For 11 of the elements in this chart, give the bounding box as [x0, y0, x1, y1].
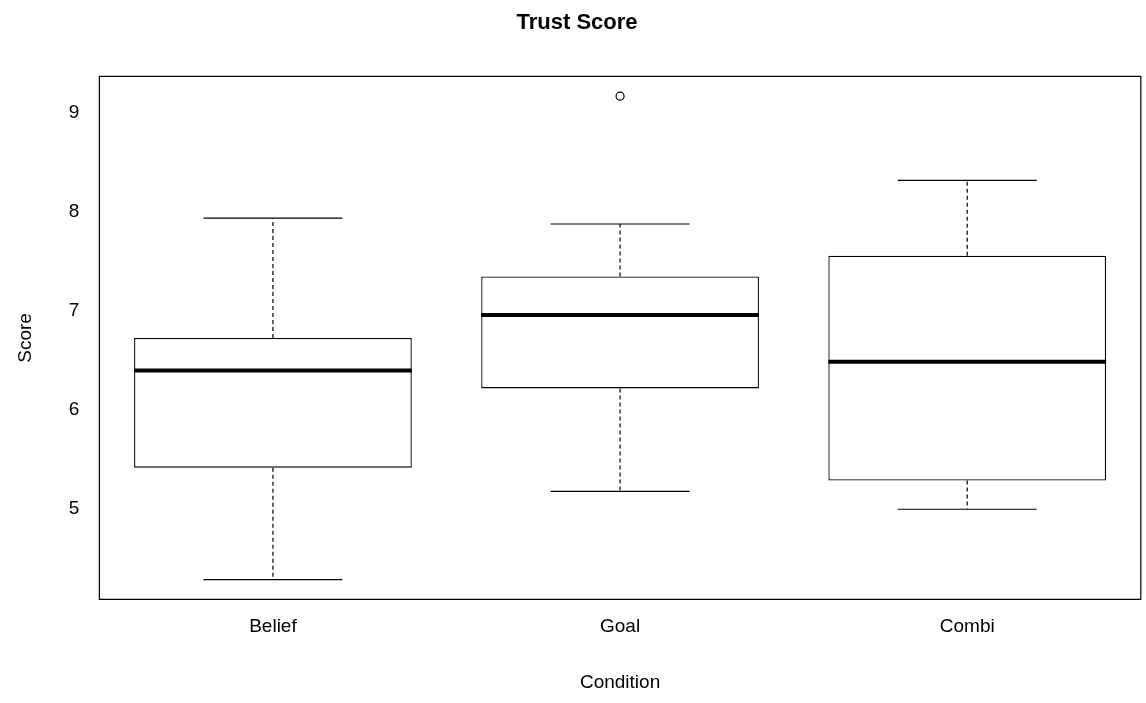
- y-tick-label: 5: [68, 497, 80, 519]
- y-axis-title: Score: [13, 313, 35, 363]
- y-tick-label: 7: [68, 299, 80, 321]
- x-axis-title: Condition: [579, 670, 661, 692]
- y-tick-label: 8: [68, 200, 80, 222]
- x-tick-label: Goal: [600, 615, 641, 637]
- x-tick-label: Combi: [939, 615, 995, 637]
- y-tick-label: 9: [68, 101, 80, 123]
- y-tick-label: 6: [68, 398, 80, 420]
- chart-title: Trust Score: [516, 9, 638, 35]
- x-tick-label: Belief: [249, 615, 298, 637]
